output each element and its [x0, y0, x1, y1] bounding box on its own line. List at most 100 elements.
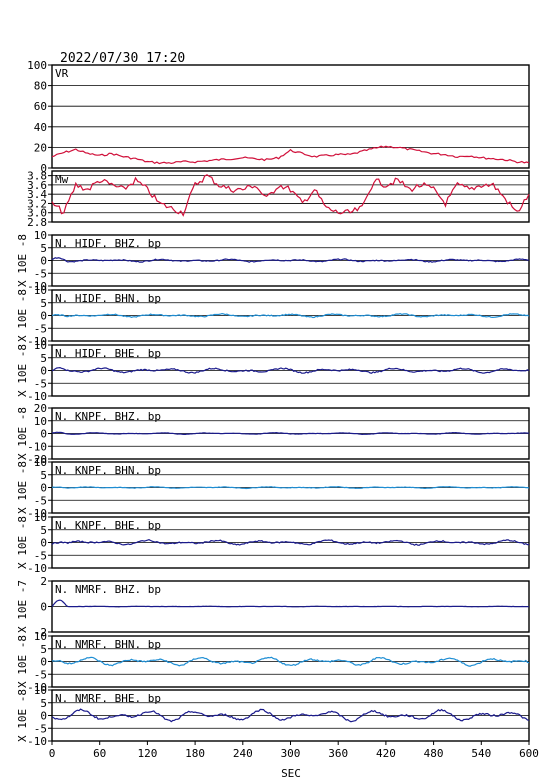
x-tick-label: 0 — [49, 747, 56, 760]
y-tick-label: 0 — [40, 162, 47, 175]
y-tick-label: 5 — [40, 469, 47, 482]
y-tick-label: 3.2 — [27, 197, 47, 210]
y-tick-label: 0 — [40, 482, 47, 495]
series-line — [51, 599, 530, 608]
y-tick-label: -5 — [34, 267, 47, 280]
panel-label: N. NMRF. BHE. bp — [55, 692, 161, 705]
x-tick-label: 600 — [519, 747, 539, 760]
y-tick-label: 0 — [40, 365, 47, 378]
panel-unit: X 10E -8 — [16, 234, 29, 287]
panel-1: 3.83.63.43.23.02.8 Mw — [27, 170, 530, 229]
series-line — [51, 485, 530, 490]
x-tick-label: 300 — [281, 747, 301, 760]
y-tick-label: 10 — [34, 630, 47, 643]
y-tick-label: -5 — [34, 722, 47, 735]
panel-label: N. HIDF. BHE. bp — [55, 347, 161, 360]
panel-unit: X 10E -8 — [16, 289, 29, 342]
y-tick-label: 10 — [34, 511, 47, 524]
panel-frame — [51, 170, 530, 223]
y-tick-label: -5 — [34, 322, 47, 335]
y-tick-label: -10 — [27, 735, 47, 748]
y-tick-label: -10 — [27, 507, 47, 520]
x-axis-label: SEC — [281, 767, 301, 780]
series-line — [51, 539, 530, 546]
y-tick-label: 40 — [34, 121, 47, 134]
series-line — [51, 431, 529, 436]
y-tick-label: -10 — [27, 681, 47, 694]
y-tick-label: -5 — [34, 494, 47, 507]
panel-unit: X 10E -8 — [16, 461, 29, 514]
y-tick-label: 2.8 — [27, 216, 47, 229]
panel-unit: X 10E -7 — [16, 580, 29, 633]
panel-label: N. KNPF. BHE. bp — [55, 519, 161, 532]
panel-label: N. HIDF. BHZ. bp — [55, 237, 161, 250]
x-tick-label: 420 — [376, 747, 396, 760]
y-tick-label: 0 — [40, 255, 47, 268]
panel-label: VR — [55, 67, 69, 80]
y-tick-label: 0 — [40, 537, 47, 550]
y-tick-label: 0 — [40, 428, 47, 441]
y-tick-label: 20 — [34, 402, 47, 415]
y-tick-label: -20 — [27, 453, 47, 466]
y-tick-label: 5 — [40, 643, 47, 656]
y-tick-label: -5 — [34, 549, 47, 562]
y-tick-label: 80 — [34, 80, 47, 93]
panel-label: N. KNPF. BHZ. bp — [55, 410, 161, 423]
panel-label: N. HIDF. BHN. bp — [55, 292, 161, 305]
y-tick-label: -5 — [34, 377, 47, 390]
y-tick-label: 60 — [34, 100, 47, 113]
panel-unit: X 10E -8 — [16, 344, 29, 397]
panel-frame — [51, 64, 530, 169]
y-tick-label: 0 — [40, 656, 47, 669]
y-tick-label: 0 — [40, 710, 47, 723]
chart-timestamp: 2022/07/30 17:20 — [60, 51, 185, 66]
panel-label: N. KNPF. BHN. bp — [55, 464, 161, 477]
y-tick-label: 20 — [34, 141, 47, 154]
y-tick-label: -2 — [34, 626, 47, 639]
panel-label: N. NMRF. BHN. bp — [55, 638, 161, 651]
y-tick-label: -10 — [27, 562, 47, 575]
y-tick-label: 100 — [27, 59, 47, 72]
x-tick-label: 120 — [137, 747, 157, 760]
y-tick-label: 10 — [34, 684, 47, 697]
panel-unit: X 10E -8 — [16, 407, 29, 460]
y-tick-label: 5 — [40, 297, 47, 310]
panel-unit: X 10E -8 — [16, 689, 29, 742]
x-axis: 0 60 120 180 240 300 360 420 480 540 600 — [49, 741, 539, 760]
y-tick-label: 10 — [34, 415, 47, 428]
y-tick-label: -10 — [27, 440, 47, 453]
y-tick-label: 10 — [34, 456, 47, 469]
panel-0: 100 80 60 40 20 0 VR — [27, 59, 530, 175]
y-tick-label: 3.8 — [27, 170, 47, 183]
y-tick-label: 2 — [40, 575, 47, 588]
y-tick-label: 5 — [40, 524, 47, 537]
y-tick-label: 0 — [40, 601, 47, 614]
y-tick-label: 3.6 — [27, 179, 47, 192]
x-tick-label: 540 — [471, 747, 491, 760]
x-tick-label: 180 — [185, 747, 205, 760]
y-tick-label: 10 — [34, 339, 47, 352]
x-tick-label: 240 — [233, 747, 253, 760]
series-line — [51, 174, 530, 217]
series-line — [51, 656, 530, 667]
y-tick-label: 5 — [40, 697, 47, 710]
series-line — [51, 708, 530, 723]
panel-unit: X 10E -8 — [16, 516, 29, 569]
series-line — [51, 145, 530, 165]
x-tick-label: 360 — [328, 747, 348, 760]
x-tick-label: 60 — [93, 747, 106, 760]
panel-stack: 100806040200VR3.83.63.43.23.02.8Mw1050-5… — [16, 59, 530, 748]
y-tick-label: -10 — [27, 280, 47, 293]
series-line — [51, 257, 530, 263]
panel-label: N. NMRF. BHZ. bp — [55, 583, 161, 596]
y-tick-label: 10 — [34, 229, 47, 242]
y-tick-label: 0 — [40, 310, 47, 323]
y-tick-label: -10 — [27, 335, 47, 348]
